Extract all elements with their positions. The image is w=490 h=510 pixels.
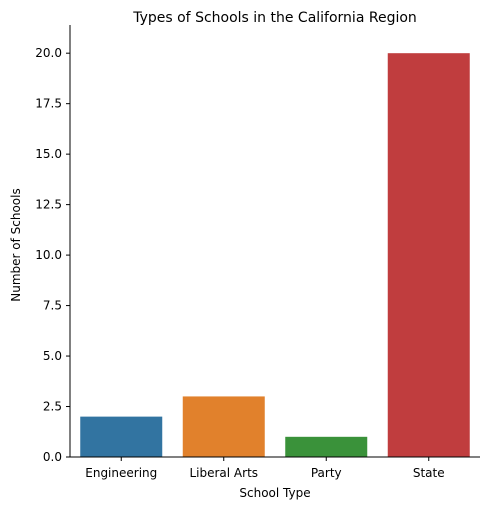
x-tick-label: Liberal Arts — [189, 466, 258, 480]
y-tick-label: 5.0 — [43, 349, 62, 363]
y-tick-label: 20.0 — [35, 46, 62, 60]
y-tick-label: 15.0 — [35, 147, 62, 161]
x-axis-label: School Type — [239, 486, 310, 500]
y-axis-ticks: 0.0 2.5 5.0 7.5 10.0 12.5 15.0 17.5 20.0 — [35, 46, 70, 464]
y-tick-label: 12.5 — [35, 198, 62, 212]
bars-group — [80, 53, 470, 457]
chart-title: Types of Schools in the California Regio… — [132, 10, 417, 26]
bar-state — [387, 53, 470, 457]
bar-liberal-arts — [182, 396, 265, 457]
x-tick-label: Party — [311, 466, 342, 480]
x-axis-ticks: Engineering Liberal Arts Party State — [85, 457, 445, 480]
y-tick-label: 0.0 — [43, 450, 62, 464]
y-tick-label: 2.5 — [43, 400, 62, 414]
y-axis-label: Number of Schools — [9, 188, 23, 302]
bar-party — [285, 436, 368, 457]
y-tick-label: 17.5 — [35, 97, 62, 111]
x-tick-label: Engineering — [85, 466, 157, 480]
x-tick-label: State — [413, 466, 445, 480]
y-tick-label: 7.5 — [43, 299, 62, 313]
y-tick-label: 10.0 — [35, 248, 62, 262]
bar-engineering — [80, 416, 163, 457]
